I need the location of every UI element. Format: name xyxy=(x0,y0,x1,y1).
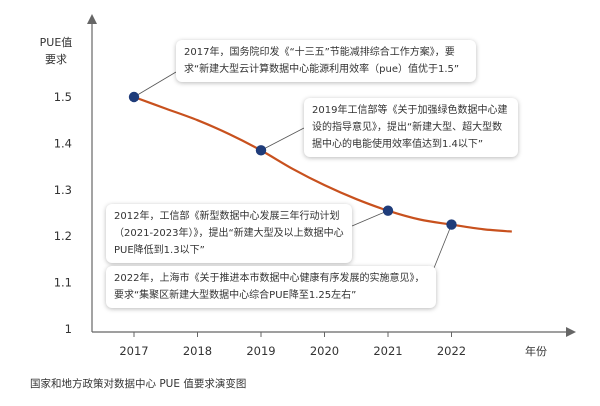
data-point-marker xyxy=(255,145,267,156)
y-tick-label: 1.1 xyxy=(54,276,72,290)
y-axis-label-line2: 要求 xyxy=(45,53,67,66)
data-markers xyxy=(128,91,457,230)
y-tick-label: 1.4 xyxy=(54,136,72,150)
callout-leader xyxy=(351,210,389,227)
x-tick-label: 2021 xyxy=(373,344,402,358)
y-axis-arrow xyxy=(87,14,97,24)
callout-2021: 2012年，工信部《新型数据中心发展三年行动计划（2021-2023年）》，提出… xyxy=(106,204,352,263)
data-point-marker xyxy=(382,205,394,216)
chart-caption: 国家和地方政策对数据中心 PUE 值要求演变图 xyxy=(30,378,247,390)
y-tick-label: 1 xyxy=(65,322,72,336)
x-tick-label: 2018 xyxy=(183,344,212,358)
callout-2017: 2017年，国务院印发《“十三五”节能减排综合工作方案》，要求“新建大型云计算数… xyxy=(176,40,476,82)
callout-leaders xyxy=(133,71,452,269)
data-point-marker xyxy=(128,91,140,103)
callout-leader xyxy=(433,224,452,269)
callout-leader xyxy=(133,71,177,98)
x-axis-label: 年份 xyxy=(525,344,547,358)
y-tick-label: 1.2 xyxy=(54,229,72,243)
x-axis-arrow xyxy=(566,327,576,337)
callout-2019: 2019年工信部等《关于加强绿色数据中心建设的指导意见》，提出“新建大型、超大型… xyxy=(304,98,518,157)
y-axis-label: PUE值 xyxy=(40,36,73,49)
x-tick-label: 2022 xyxy=(437,344,466,358)
callout-2022: 2022年，上海市《关于推进本市数据中心健康有序发展的实施意见》，要求“集聚区新… xyxy=(106,266,436,308)
y-tick-label: 1.5 xyxy=(54,90,72,104)
y-tick-label: 1.3 xyxy=(54,183,72,197)
x-tick-label: 2020 xyxy=(310,344,339,358)
x-tick-label: 2017 xyxy=(119,344,148,358)
data-point-marker xyxy=(446,219,457,230)
callout-leader xyxy=(260,127,305,151)
x-tick-label: 2019 xyxy=(246,344,275,358)
